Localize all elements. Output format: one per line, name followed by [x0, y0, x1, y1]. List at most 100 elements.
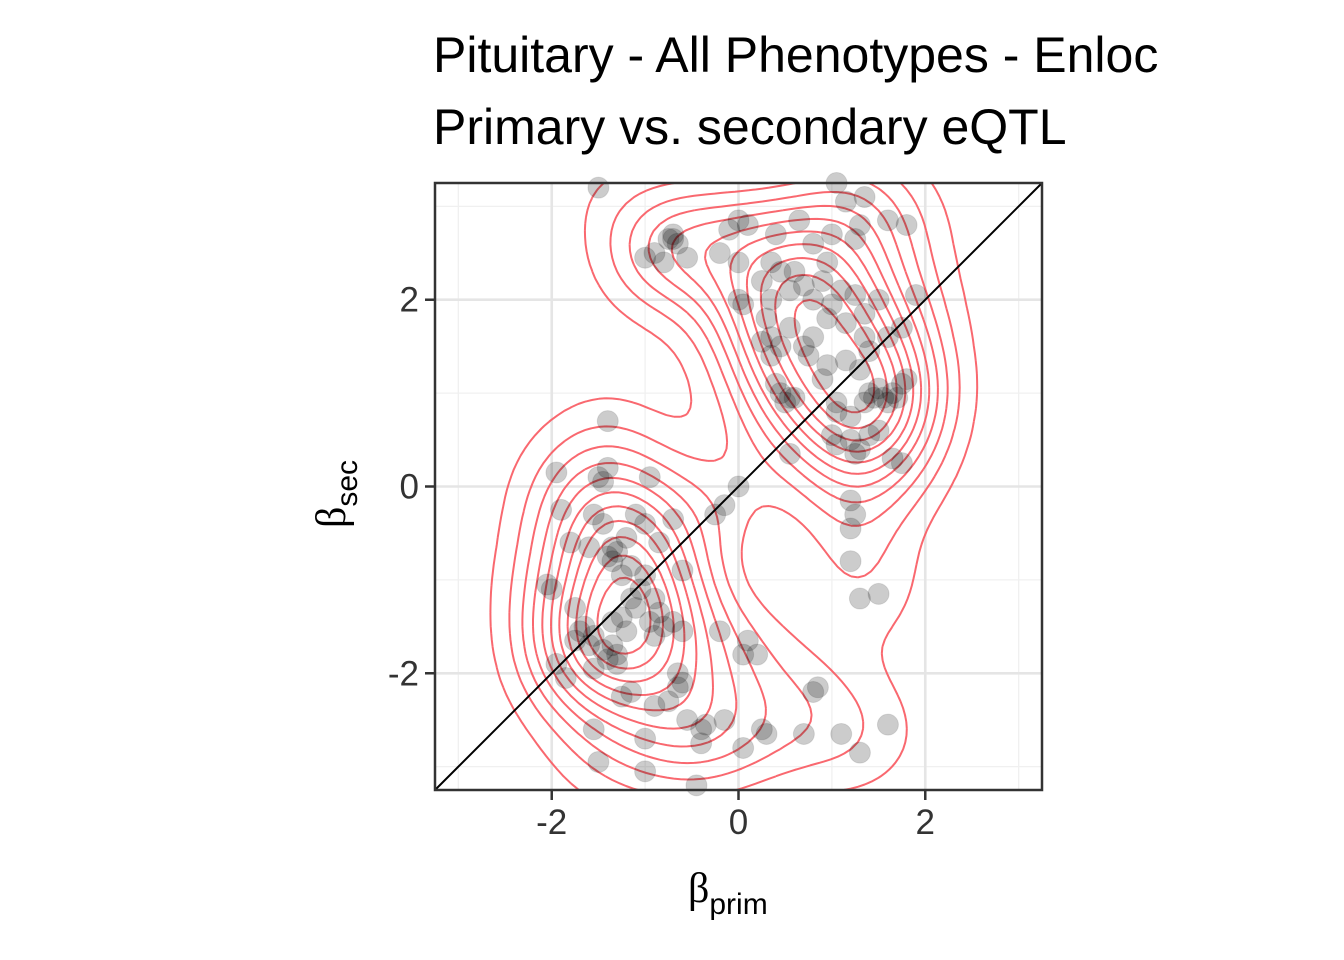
data-point	[895, 214, 918, 237]
data-point	[713, 494, 736, 517]
contour-level-4	[532, 191, 939, 765]
data-point	[848, 214, 871, 237]
chart-title: Pituitary - All Phenotypes - Enloc	[433, 27, 1158, 83]
data-point	[811, 368, 834, 391]
data-point	[783, 386, 806, 409]
data-point	[844, 284, 867, 307]
contour-level-7	[558, 230, 915, 712]
data-point	[881, 447, 904, 470]
data-point	[788, 209, 811, 232]
data-point	[886, 386, 909, 409]
data-point	[844, 228, 867, 251]
data-point	[708, 242, 731, 265]
x-tick-label: 0	[729, 803, 748, 842]
data-point	[755, 307, 778, 330]
data-point	[662, 228, 685, 251]
data-point	[573, 615, 596, 638]
data-point	[760, 326, 783, 349]
data-point	[648, 601, 671, 624]
data-point	[550, 498, 573, 521]
data-point	[853, 186, 876, 209]
data-point	[802, 232, 825, 255]
data-point	[825, 433, 848, 456]
data-point	[643, 694, 666, 717]
data-point	[615, 620, 638, 643]
data-point	[820, 424, 843, 447]
x-axis-subscript: prim	[709, 888, 767, 921]
data-point	[634, 760, 657, 783]
data-point	[769, 382, 792, 405]
data-point	[802, 326, 825, 349]
data-point	[676, 246, 699, 269]
data-point	[867, 419, 890, 442]
data-point	[867, 377, 890, 400]
data-point	[606, 540, 629, 563]
contour-level-11	[596, 298, 876, 655]
data-point	[685, 774, 708, 797]
data-point	[536, 573, 559, 596]
data-point	[596, 648, 619, 671]
contour-level-10	[584, 273, 888, 670]
data-point	[554, 666, 577, 689]
data-point	[848, 438, 871, 461]
data-point	[634, 246, 657, 269]
data-point	[853, 326, 876, 349]
data-point	[778, 316, 801, 339]
y-tick-label: 2	[400, 281, 419, 320]
data-point	[708, 620, 731, 643]
data-point	[582, 718, 605, 741]
data-point	[820, 223, 843, 246]
contour-level-3	[521, 182, 949, 781]
data-point	[629, 578, 652, 601]
data-point	[615, 526, 638, 549]
data-point	[545, 461, 568, 484]
data-point	[610, 606, 633, 629]
data-point	[811, 270, 834, 293]
data-point	[834, 312, 857, 335]
data-point	[601, 550, 624, 573]
data-point	[839, 550, 862, 573]
data-point	[634, 564, 657, 587]
x-tick-label: 2	[916, 803, 935, 842]
data-point	[634, 512, 657, 535]
y-axis-ticks: -2 0 2	[388, 281, 435, 693]
data-point	[890, 372, 913, 395]
data-point	[671, 620, 694, 643]
data-point	[750, 718, 773, 741]
data-point	[890, 452, 913, 475]
data-point	[545, 652, 568, 675]
data-point	[704, 503, 727, 526]
data-point	[750, 330, 773, 353]
data-point	[797, 344, 820, 367]
data-point	[610, 564, 633, 587]
data-point	[760, 288, 783, 311]
data-point	[662, 223, 685, 246]
data-point	[904, 284, 927, 307]
chart-subtitle: Primary vs. secondary eQTL	[433, 99, 1067, 155]
data-point	[652, 615, 675, 638]
data-point	[606, 652, 629, 675]
data-point	[839, 405, 862, 428]
data-point	[727, 209, 750, 232]
data-point	[587, 466, 610, 489]
y-axis-title: βsec	[309, 460, 364, 528]
data-point	[582, 503, 605, 526]
data-point	[624, 503, 647, 526]
data-point	[755, 722, 778, 745]
data-point	[764, 372, 787, 395]
data-point	[559, 531, 582, 554]
data-point	[727, 288, 750, 311]
data-point	[592, 512, 615, 535]
data-point	[848, 358, 871, 381]
data-point	[867, 582, 890, 605]
data-point	[792, 274, 815, 297]
data-point	[596, 456, 619, 479]
data-point	[634, 727, 657, 750]
data-point	[596, 545, 619, 568]
y-axis-symbol: β	[309, 507, 355, 528]
density-contours	[489, 182, 979, 791]
data-point	[848, 741, 871, 764]
data-point	[564, 596, 587, 619]
data-point	[876, 391, 899, 414]
data-point	[778, 442, 801, 465]
